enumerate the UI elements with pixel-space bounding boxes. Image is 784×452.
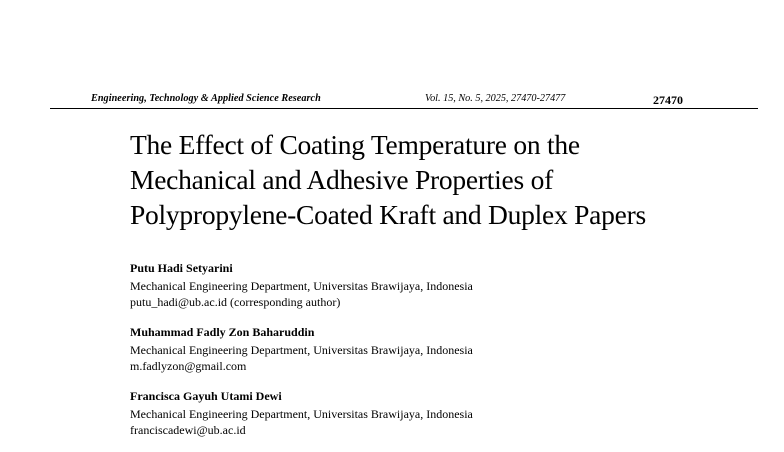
author-name: Francisca Gayuh Utami Dewi	[130, 389, 282, 403]
title-line-2: Mechanical and Adhesive Properties of	[130, 164, 553, 195]
author-affiliation: Mechanical Engineering Department, Unive…	[130, 343, 473, 357]
paper-title: The Effect of Coating Temperature on the…	[130, 127, 770, 232]
title-line-1: The Effect of Coating Temperature on the	[130, 129, 580, 160]
volume-info: Vol. 15, No. 5, 2025, 27470-27477	[425, 93, 566, 104]
author-affiliation: Mechanical Engineering Department, Unive…	[130, 407, 473, 421]
title-line-3: Polypropylene-Coated Kraft and Duplex Pa…	[130, 199, 646, 230]
author-name: Muhammad Fadly Zon Baharuddin	[130, 325, 315, 339]
author-affiliation: Mechanical Engineering Department, Unive…	[130, 279, 473, 293]
page-number: 27470	[653, 93, 683, 107]
author-email: franciscadewi@ub.ac.id	[130, 423, 246, 437]
running-header: Engineering, Technology & Applied Scienc…	[50, 93, 758, 107]
author-block: Muhammad Fadly Zon Baharuddin Mechanical…	[130, 324, 730, 374]
author-block: Francisca Gayuh Utami Dewi Mechanical En…	[130, 388, 730, 438]
paper-page: Engineering, Technology & Applied Scienc…	[50, 93, 770, 437]
author-email: m.fadlyzon@gmail.com	[130, 359, 247, 373]
journal-name: Engineering, Technology & Applied Scienc…	[91, 93, 321, 104]
header-divider	[50, 108, 758, 109]
author-email: putu_hadi@ub.ac.id (corresponding author…	[130, 295, 341, 309]
author-list: Putu Hadi Setyarini Mechanical Engineeri…	[130, 260, 730, 452]
author-block: Putu Hadi Setyarini Mechanical Engineeri…	[130, 260, 730, 310]
author-name: Putu Hadi Setyarini	[130, 261, 233, 275]
